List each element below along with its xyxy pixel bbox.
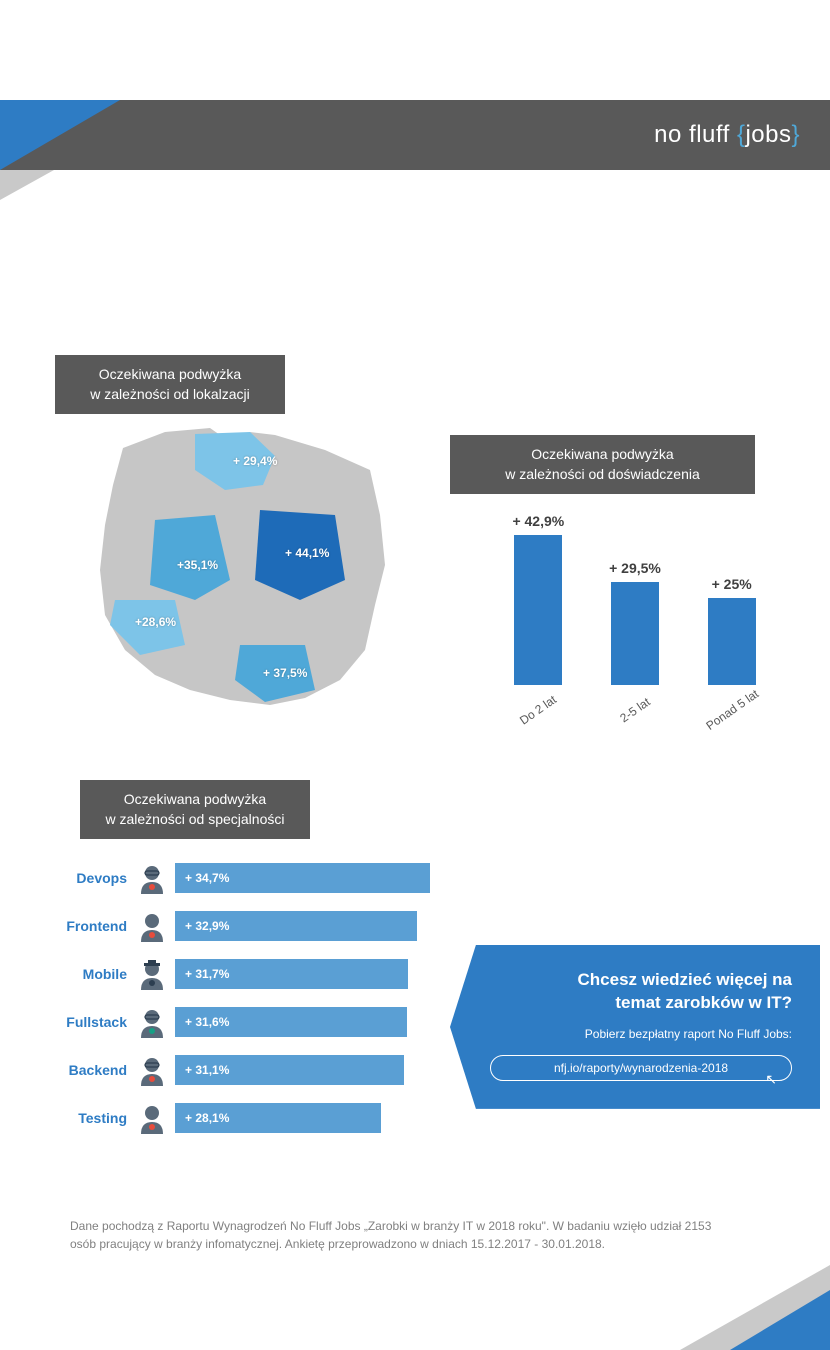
spec-bar: + 31,6%: [175, 1007, 407, 1037]
footer-source: Dane pochodzą z Raportu Wynagrodzeń No F…: [70, 1217, 730, 1253]
spec-row: Testing + 28,1%: [50, 1100, 440, 1136]
exp-bar-group: + 25%: [702, 576, 762, 685]
spec-name: Frontend: [50, 918, 135, 934]
cta-link[interactable]: nfj.io/raporty/wynarodzenia-2018 ↖: [490, 1055, 792, 1081]
spec-name: Devops: [50, 870, 135, 886]
spec-name: Backend: [50, 1062, 135, 1078]
avatar-icon: [135, 1101, 169, 1135]
exp-bar: [611, 582, 659, 685]
map-value-dolnoslaskie: +28,6%: [135, 615, 176, 629]
exp-bar-label: 2-5 lat: [606, 687, 663, 733]
spec-name: Testing: [50, 1110, 135, 1126]
cta-title: Chcesz wiedzieć więcej na temat zarobków…: [490, 969, 792, 1015]
spec-bar: + 34,7%: [175, 863, 430, 893]
exp-bar-value: + 29,5%: [605, 560, 665, 576]
experience-chart: + 42,9% + 29,5% + 25% Do 2 lat 2-5 lat Ponad…: [490, 515, 780, 750]
logo-text: no fluff: [654, 121, 737, 148]
spec-bar: + 28,1%: [175, 1103, 381, 1133]
cta-box: Chcesz wiedzieć więcej na temat zarobków…: [450, 945, 820, 1109]
avatar-icon: [135, 957, 169, 991]
spec-name: Mobile: [50, 966, 135, 982]
bottom-corner-blue: [730, 1290, 830, 1350]
section-label-specialty: Oczekiwana podwyżka w zależności od spec…: [80, 780, 310, 839]
spec-row: Frontend + 32,9%: [50, 908, 440, 944]
map-value-malopolskie: + 37,5%: [263, 666, 307, 680]
map-value-mazowieckie: + 44,1%: [285, 546, 329, 560]
logo-brace-close: }: [791, 121, 800, 148]
map-value-wielkopolskie: +35,1%: [177, 558, 218, 572]
avatar-icon: [135, 861, 169, 895]
cta-subtitle: Pobierz bezpłatny raport No Fluff Jobs:: [490, 1027, 792, 1041]
exp-bar-group: + 42,9%: [508, 513, 568, 685]
avatar-icon: [135, 909, 169, 943]
corner-accent-blue: [0, 100, 120, 170]
spec-bar: + 31,7%: [175, 959, 408, 989]
spec-row: Fullstack + 31,6%: [50, 1004, 440, 1040]
avatar-icon: [135, 1005, 169, 1039]
exp-bar-value: + 25%: [702, 576, 762, 592]
logo: no fluff {jobs}: [654, 121, 800, 149]
spec-name: Fullstack: [50, 1014, 135, 1030]
avatar-icon: [135, 1053, 169, 1087]
spec-bar: + 31,1%: [175, 1055, 404, 1085]
header-banner: no fluff {jobs}: [0, 100, 830, 170]
section-label-location: Oczekiwana podwyżka w zależności od loka…: [55, 355, 285, 414]
cursor-icon: ↖: [765, 1071, 777, 1088]
logo-jobs: jobs: [745, 121, 791, 148]
exp-bar-value: + 42,9%: [508, 513, 568, 529]
exp-bar-label: Do 2 lat: [510, 687, 567, 733]
poland-map: + 29,4% +35,1% + 44,1% +28,6% + 37,5%: [75, 420, 405, 720]
exp-bar-label: Ponad 5 lat: [703, 687, 760, 733]
spec-row: Devops + 34,7%: [50, 860, 440, 896]
exp-bar: [708, 598, 756, 685]
exp-bar-group: + 29,5%: [605, 560, 665, 685]
map-value-pomorskie: + 29,4%: [233, 454, 277, 468]
section-label-experience: Oczekiwana podwyżka w zależności od dośw…: [450, 435, 755, 494]
exp-bar: [514, 535, 562, 685]
spec-row: Backend + 31,1%: [50, 1052, 440, 1088]
spec-bar: + 32,9%: [175, 911, 417, 941]
specialty-chart: Devops + 34,7% Frontend + 32,9% Mobile + 3…: [50, 860, 440, 1148]
spec-row: Mobile + 31,7%: [50, 956, 440, 992]
